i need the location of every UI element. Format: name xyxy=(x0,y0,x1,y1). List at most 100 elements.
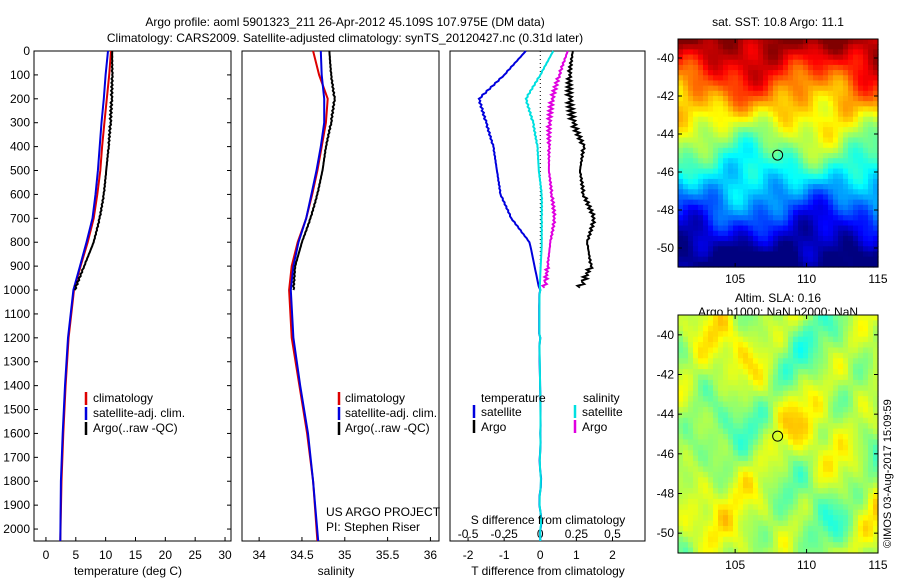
map-cell xyxy=(778,482,784,489)
map-cell xyxy=(763,406,769,413)
legend-label-satellite: satellite-adj. clim. xyxy=(93,406,185,420)
map-cell xyxy=(848,509,854,516)
map-cell xyxy=(743,230,749,237)
map-cell xyxy=(798,406,804,413)
map-cell xyxy=(848,225,854,232)
map-cell xyxy=(863,173,869,180)
map-cell xyxy=(728,482,734,489)
map-cell xyxy=(853,315,859,322)
map-cell xyxy=(768,184,774,190)
map-cell xyxy=(688,137,694,144)
map-cell xyxy=(793,336,799,343)
map-cell xyxy=(773,163,779,170)
map-cell xyxy=(718,423,724,430)
map-cell xyxy=(768,163,774,170)
map-cell xyxy=(823,116,829,123)
map-cell xyxy=(783,230,789,237)
map-cell xyxy=(818,59,824,66)
map-cell xyxy=(808,444,814,451)
map-cell xyxy=(843,434,849,441)
map-cell xyxy=(688,471,694,478)
map-cell xyxy=(743,59,749,66)
map-cell xyxy=(733,153,739,159)
map-cell xyxy=(873,59,879,66)
map-cell xyxy=(718,488,724,495)
map-cell xyxy=(808,325,814,332)
map-cell xyxy=(818,184,824,190)
map-cell xyxy=(783,64,789,71)
map-cell xyxy=(743,256,749,263)
map-cell xyxy=(683,132,689,139)
map-cell xyxy=(788,64,794,71)
y-tick-label: 1900 xyxy=(3,498,30,512)
map-cell xyxy=(678,450,684,457)
map-cell xyxy=(708,142,714,149)
map-cell xyxy=(853,477,859,484)
map-cell xyxy=(783,352,789,359)
map-cell xyxy=(678,189,684,196)
map-cell xyxy=(778,363,784,370)
map-cell xyxy=(688,390,694,397)
map-cell xyxy=(828,379,834,386)
map-cell xyxy=(763,542,769,549)
map-cell xyxy=(713,251,719,258)
map-cell xyxy=(678,520,684,527)
map-cell xyxy=(838,320,844,327)
map-cell xyxy=(678,153,684,159)
map-cell xyxy=(763,59,769,66)
map-cell xyxy=(738,158,744,164)
map-cell xyxy=(723,64,729,71)
map-cell xyxy=(793,246,799,253)
map-cell xyxy=(748,194,754,201)
map-cell xyxy=(783,116,789,123)
map-cell xyxy=(873,220,879,227)
map-cell xyxy=(838,450,844,457)
map-cell xyxy=(718,390,724,397)
map-cell xyxy=(733,261,739,268)
map-cell xyxy=(728,352,734,359)
map-cell xyxy=(693,153,699,159)
map-cell xyxy=(688,44,694,50)
map-cell xyxy=(733,44,739,50)
map-cell xyxy=(688,477,694,484)
map-cell xyxy=(738,101,744,107)
map-cell xyxy=(828,251,834,258)
map-cell xyxy=(778,220,784,227)
map-cell xyxy=(738,70,744,76)
map-cell xyxy=(688,147,694,154)
map-cell xyxy=(768,520,774,527)
map-cell xyxy=(808,374,814,381)
map-cell xyxy=(693,542,699,549)
map-cell xyxy=(798,220,804,227)
map-cell xyxy=(703,194,709,201)
map-cell xyxy=(853,374,859,381)
map-cell xyxy=(818,342,824,349)
map-cell xyxy=(723,210,729,216)
map-cell xyxy=(753,121,759,128)
map-cell xyxy=(773,189,779,196)
map-cell xyxy=(863,54,869,61)
map-cell xyxy=(768,39,774,45)
map-cell xyxy=(733,315,739,322)
map-cell xyxy=(858,363,864,370)
map-cell xyxy=(703,542,709,549)
legend-label-climatology: climatology xyxy=(345,391,405,405)
map-cell xyxy=(703,482,709,489)
map-cell xyxy=(728,230,734,237)
map-cell xyxy=(748,477,754,484)
map-cell xyxy=(803,251,809,258)
map-cell xyxy=(713,75,719,82)
map-cell xyxy=(778,428,784,435)
map-cell xyxy=(698,352,704,359)
map-cell xyxy=(873,336,879,343)
map-cell xyxy=(758,70,764,76)
map-cell xyxy=(818,412,824,419)
map-cell xyxy=(863,189,869,196)
map-cell xyxy=(863,116,869,123)
map-cell xyxy=(718,417,724,424)
map-cell xyxy=(748,536,754,543)
map-cell xyxy=(833,137,839,144)
map-cell xyxy=(818,220,824,227)
map-cell xyxy=(778,347,784,354)
map-cell xyxy=(773,520,779,527)
